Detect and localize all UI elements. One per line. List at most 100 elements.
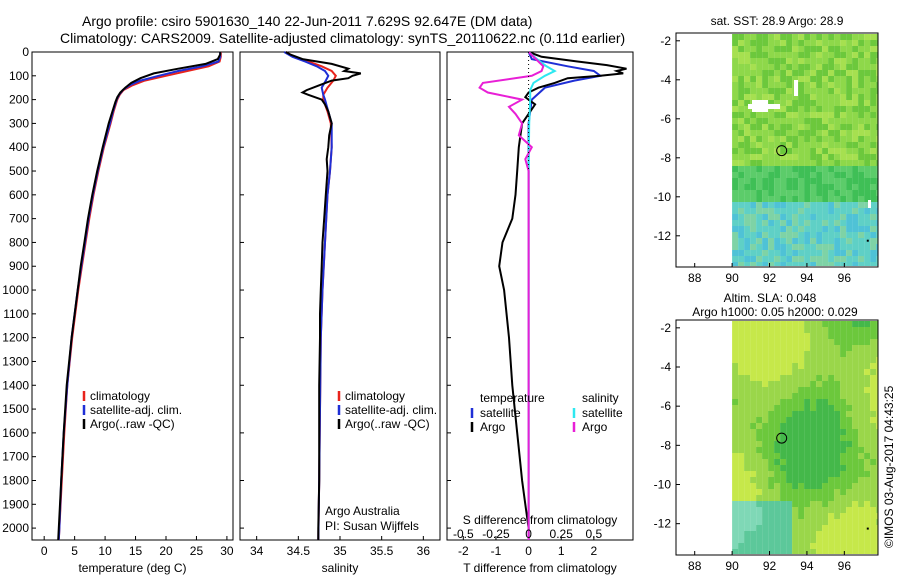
map-cell [834, 525, 841, 531]
map-cell [792, 387, 799, 393]
map-cell [822, 399, 829, 405]
map-cell [744, 399, 751, 405]
map-cell [840, 333, 847, 339]
map-cell [756, 477, 763, 483]
map-cell [822, 166, 829, 172]
map-cell [738, 82, 745, 88]
map-cell [828, 58, 835, 64]
map-cell [852, 82, 859, 88]
map-cell [786, 58, 793, 64]
map-cell [768, 214, 775, 220]
map-cell [810, 387, 817, 393]
map-cell [744, 250, 751, 256]
y-tick-label: 600 [9, 188, 29, 202]
map-cell [738, 489, 745, 495]
map-cell [792, 357, 799, 363]
x-tick-label-s: -0.5 [453, 527, 474, 541]
map-cell [774, 196, 781, 202]
map-cell [768, 345, 775, 351]
map-cell [870, 208, 877, 214]
map-cell [804, 381, 811, 387]
map-cell [732, 214, 739, 220]
map-cell [774, 519, 781, 525]
map-cell [834, 465, 841, 471]
map-cell [792, 106, 799, 112]
map-cell [840, 250, 847, 256]
map-cell [732, 172, 739, 178]
map-cell [822, 549, 829, 554]
map-cell [768, 130, 775, 136]
map-cell [798, 142, 805, 148]
map-cell [852, 321, 859, 327]
map-cell [846, 112, 853, 118]
map-cell [738, 112, 745, 118]
map-cell [876, 184, 878, 190]
map-cell [822, 130, 829, 136]
map-cell [858, 154, 865, 160]
map-cell [846, 471, 853, 477]
map-cell [852, 333, 859, 339]
map-cell [858, 465, 865, 471]
map-cell [756, 118, 763, 124]
map-cell [774, 339, 781, 345]
map-cell [846, 52, 853, 58]
legend-label: climatology [345, 389, 405, 403]
map-cell [738, 405, 745, 411]
map-cell [792, 321, 799, 327]
map-cell [744, 531, 751, 537]
map-cell [798, 46, 805, 52]
map-cell [858, 226, 865, 232]
map-cell [798, 447, 805, 453]
map-cell [792, 184, 799, 190]
map-cell [846, 136, 853, 142]
map-cell [774, 507, 781, 513]
map-cell [786, 435, 793, 441]
map-cell [822, 142, 829, 148]
map-cell [840, 519, 847, 525]
map-cell [780, 34, 787, 40]
map-cell [852, 459, 859, 465]
map-cell [792, 46, 799, 52]
map-cell [798, 471, 805, 477]
map-cell [786, 112, 793, 118]
map-cell [870, 64, 877, 70]
map-cell [786, 339, 793, 345]
map-cell [756, 136, 763, 142]
map-cell [768, 513, 775, 519]
map-cell [786, 495, 793, 501]
map-cell [732, 34, 739, 40]
map-cell [768, 477, 775, 483]
map-cell [810, 82, 817, 88]
map-cell [834, 387, 841, 393]
map-cell [852, 202, 859, 208]
map-cell [870, 531, 877, 537]
legend-label: satellite-adj. clim. [90, 403, 182, 417]
map-cell [780, 375, 787, 381]
map-cell [870, 513, 877, 519]
map-cell [762, 441, 769, 447]
map-cell [792, 124, 799, 130]
map-cell [786, 124, 793, 130]
map-cell [780, 220, 787, 226]
map-cell [846, 46, 853, 52]
map-cell [810, 52, 817, 58]
map-cell [786, 357, 793, 363]
map-cell [762, 399, 769, 405]
map-cell [750, 423, 757, 429]
map-cell [762, 495, 769, 501]
map-cell [744, 136, 751, 142]
map-cell [846, 148, 853, 154]
map-cell [768, 399, 775, 405]
map-cell [876, 220, 878, 226]
map-cell [828, 513, 835, 519]
map-cell [756, 351, 763, 357]
map-cell [816, 519, 823, 525]
map-cell [798, 64, 805, 70]
map-cell [876, 172, 878, 178]
map-cell [840, 507, 847, 513]
map-cell [852, 465, 859, 471]
map-cell [822, 76, 829, 82]
map-cell [750, 190, 757, 196]
map-cell [774, 82, 781, 88]
map-cell [756, 393, 763, 399]
